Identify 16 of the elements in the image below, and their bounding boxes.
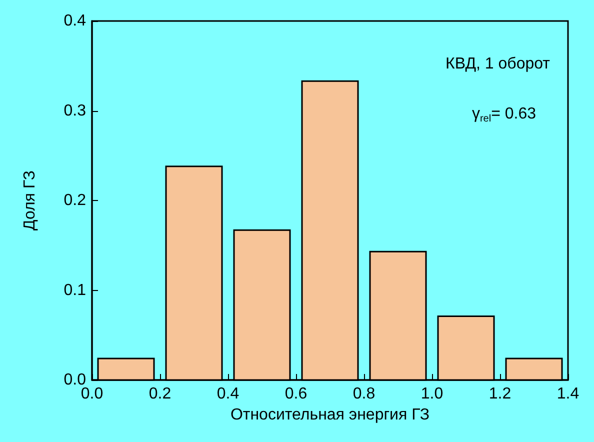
x-tick-label: 1.0 bbox=[420, 386, 444, 402]
y-tick-label: 0.2 bbox=[64, 192, 86, 209]
x-tick-label: 0.8 bbox=[352, 386, 376, 402]
x-tick-label: 0.2 bbox=[148, 386, 172, 402]
y-tick-label: 0.4 bbox=[64, 12, 86, 30]
annotation: КВД, 1 оборот bbox=[446, 56, 551, 72]
x-tick-label: 0.6 bbox=[284, 386, 308, 402]
y-tick-label: 0.0 bbox=[64, 372, 86, 388]
x-tick-label: 1.2 bbox=[488, 386, 512, 402]
x-tick-label: 0.0 bbox=[80, 386, 104, 402]
x-tick-label: 0.4 bbox=[216, 386, 240, 402]
y-tick-label: 0.1 bbox=[64, 282, 86, 299]
y-tick-label: 0.3 bbox=[64, 102, 86, 120]
x-tick-label: 1.4 bbox=[556, 386, 580, 402]
y-axis-title: Доля ГЗ bbox=[22, 170, 38, 230]
x-axis-title: Относительная энергия ГЗ bbox=[230, 406, 430, 424]
